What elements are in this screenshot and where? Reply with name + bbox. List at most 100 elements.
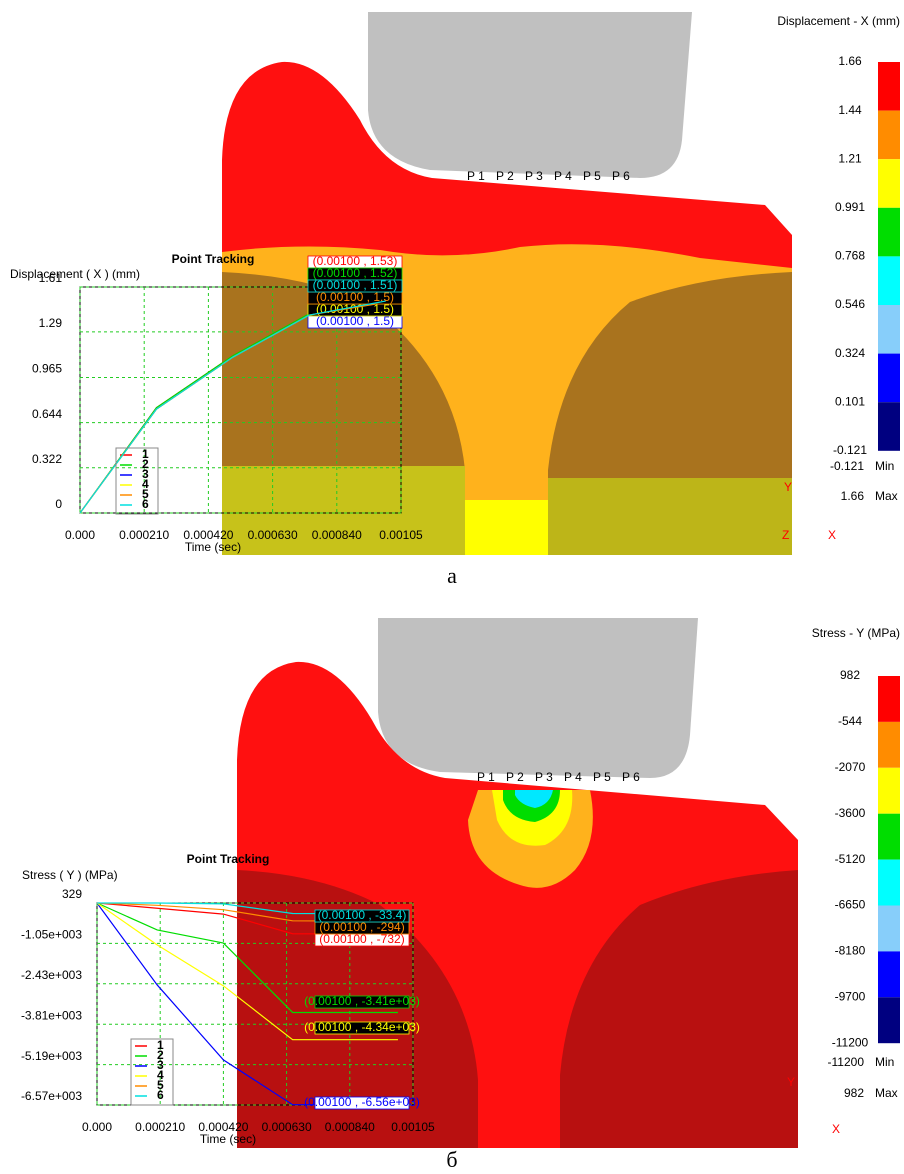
- level-label: 982: [840, 668, 860, 682]
- level-label: -9700: [835, 989, 866, 1003]
- color-band: [878, 159, 900, 208]
- flange-right-bottom: [548, 478, 792, 555]
- level-label: 0.768: [835, 249, 865, 263]
- point-label: P 6: [612, 169, 630, 183]
- y-tick-label: 0.322: [32, 452, 62, 466]
- x-tick-label: 0.000: [82, 1120, 112, 1134]
- level-label: 0.101: [835, 394, 865, 408]
- triad-label: Y: [787, 1075, 795, 1089]
- x-tick-label: 0.00105: [391, 1120, 435, 1134]
- color-band: [878, 951, 900, 997]
- point-label: P 5: [593, 770, 611, 784]
- level-label: -6650: [835, 898, 866, 912]
- max-value: 982: [844, 1086, 864, 1100]
- y-tick-label: 1.29: [39, 316, 63, 330]
- y-tick-label: 329: [62, 887, 82, 901]
- triad-label: X: [828, 528, 836, 542]
- x-tick-label: 0.000210: [119, 528, 169, 542]
- y-tick-label: -2.43e+003: [21, 968, 82, 982]
- legend-title: Stress - Y (MPa): [812, 626, 900, 640]
- point-label: P 2: [496, 169, 514, 183]
- level-label: -544: [838, 714, 862, 728]
- level-label: -0.121: [833, 443, 867, 457]
- color-band: [878, 906, 900, 952]
- color-band: [878, 402, 900, 451]
- web-yellow: [465, 500, 548, 555]
- y-tick-label: -1.05e+003: [21, 928, 82, 942]
- level-label: 1.44: [838, 103, 862, 117]
- level-label: 1.21: [838, 151, 862, 165]
- x-tick-label: 0.000840: [312, 528, 362, 542]
- color-band: [878, 860, 900, 906]
- legend-label: 6: [142, 497, 149, 511]
- value-label: (0.00100 , 1.51): [313, 278, 398, 292]
- point-label: P 4: [564, 770, 582, 784]
- color-band: [878, 354, 900, 403]
- x-tick-label: 0.000210: [135, 1120, 185, 1134]
- legend-frame: [116, 448, 158, 514]
- x-tick-label: 0.00105: [379, 528, 423, 542]
- point-label: P 2: [506, 770, 524, 784]
- x-axis-label: Time (sec): [185, 540, 241, 554]
- caption: б: [446, 1147, 457, 1172]
- triad-label: Z: [782, 528, 789, 542]
- color-band: [878, 111, 900, 160]
- model-b: [237, 618, 798, 1148]
- value-label: (0.00100 , -4.34e+03): [304, 1020, 420, 1034]
- color-band: [878, 997, 900, 1043]
- model-a: [222, 12, 792, 555]
- point-label: P 5: [583, 169, 601, 183]
- min-label: Min: [875, 1055, 894, 1069]
- point-label: P 3: [525, 169, 543, 183]
- y-tick-label: -3.81e+003: [21, 1008, 82, 1022]
- x-tick-label: 0.000840: [325, 1120, 375, 1134]
- point-label: P 6: [622, 770, 640, 784]
- level-label: 0.324: [835, 346, 865, 360]
- y-tick-label: -6.57e+003: [21, 1089, 82, 1103]
- level-label: 1.66: [838, 54, 862, 68]
- level-label: -11200: [832, 1035, 869, 1049]
- punch: [368, 12, 692, 178]
- value-label: (0.00100 , -33.4): [318, 908, 407, 922]
- y-axis-label: Displacement ( X ) (mm): [10, 267, 140, 281]
- color-band: [878, 814, 900, 860]
- min-label: Min: [875, 459, 894, 473]
- point-label: P 4: [554, 169, 572, 183]
- punch: [378, 618, 698, 778]
- max-label: Max: [875, 489, 898, 503]
- level-label: -2070: [835, 760, 866, 774]
- x-tick-label: 0.000630: [248, 528, 298, 542]
- color-band: [878, 208, 900, 257]
- y-tick-label: 0.644: [32, 407, 62, 421]
- level-label: 0.546: [835, 297, 865, 311]
- caption: а: [447, 563, 457, 588]
- point-label: P 1: [477, 770, 495, 784]
- color-band: [878, 768, 900, 814]
- y-tick-label: -5.19e+003: [21, 1049, 82, 1063]
- legend-label: 6: [157, 1088, 164, 1102]
- y-axis-label: Stress ( Y ) (MPa): [22, 868, 118, 882]
- value-label: (0.00100 , -3.41e+03): [304, 994, 420, 1008]
- triad-label: Y: [784, 480, 792, 494]
- level-label: -8180: [835, 944, 866, 958]
- point-label: P 1: [467, 169, 485, 183]
- chart-title: Point Tracking: [172, 252, 255, 266]
- figure: Point Tracking Displacement ( X ) (mm) Tim…: [0, 0, 904, 1174]
- x-tick-label: 0.000: [65, 528, 95, 542]
- legend-title: Displacement - X (mm): [777, 14, 900, 28]
- y-tick-label: 1.61: [39, 271, 63, 285]
- max-value: 1.66: [841, 489, 865, 503]
- max-label: Max: [875, 1086, 898, 1100]
- value-label: (0.00100 , -6.56e+03): [304, 1095, 420, 1109]
- min-value: -0.121: [830, 459, 864, 473]
- level-label: -3600: [835, 806, 866, 820]
- color-band: [878, 722, 900, 768]
- level-label: -5120: [835, 852, 866, 866]
- page: { "panels": [ {"caption": "а", "contour_…: [0, 0, 904, 1174]
- level-label: 0.991: [835, 200, 865, 214]
- x-tick-label: 0.000630: [262, 1120, 312, 1134]
- y-tick-label: 0: [55, 497, 62, 511]
- legend-frame: [131, 1039, 173, 1105]
- color-band: [878, 62, 900, 111]
- color-band: [878, 305, 900, 354]
